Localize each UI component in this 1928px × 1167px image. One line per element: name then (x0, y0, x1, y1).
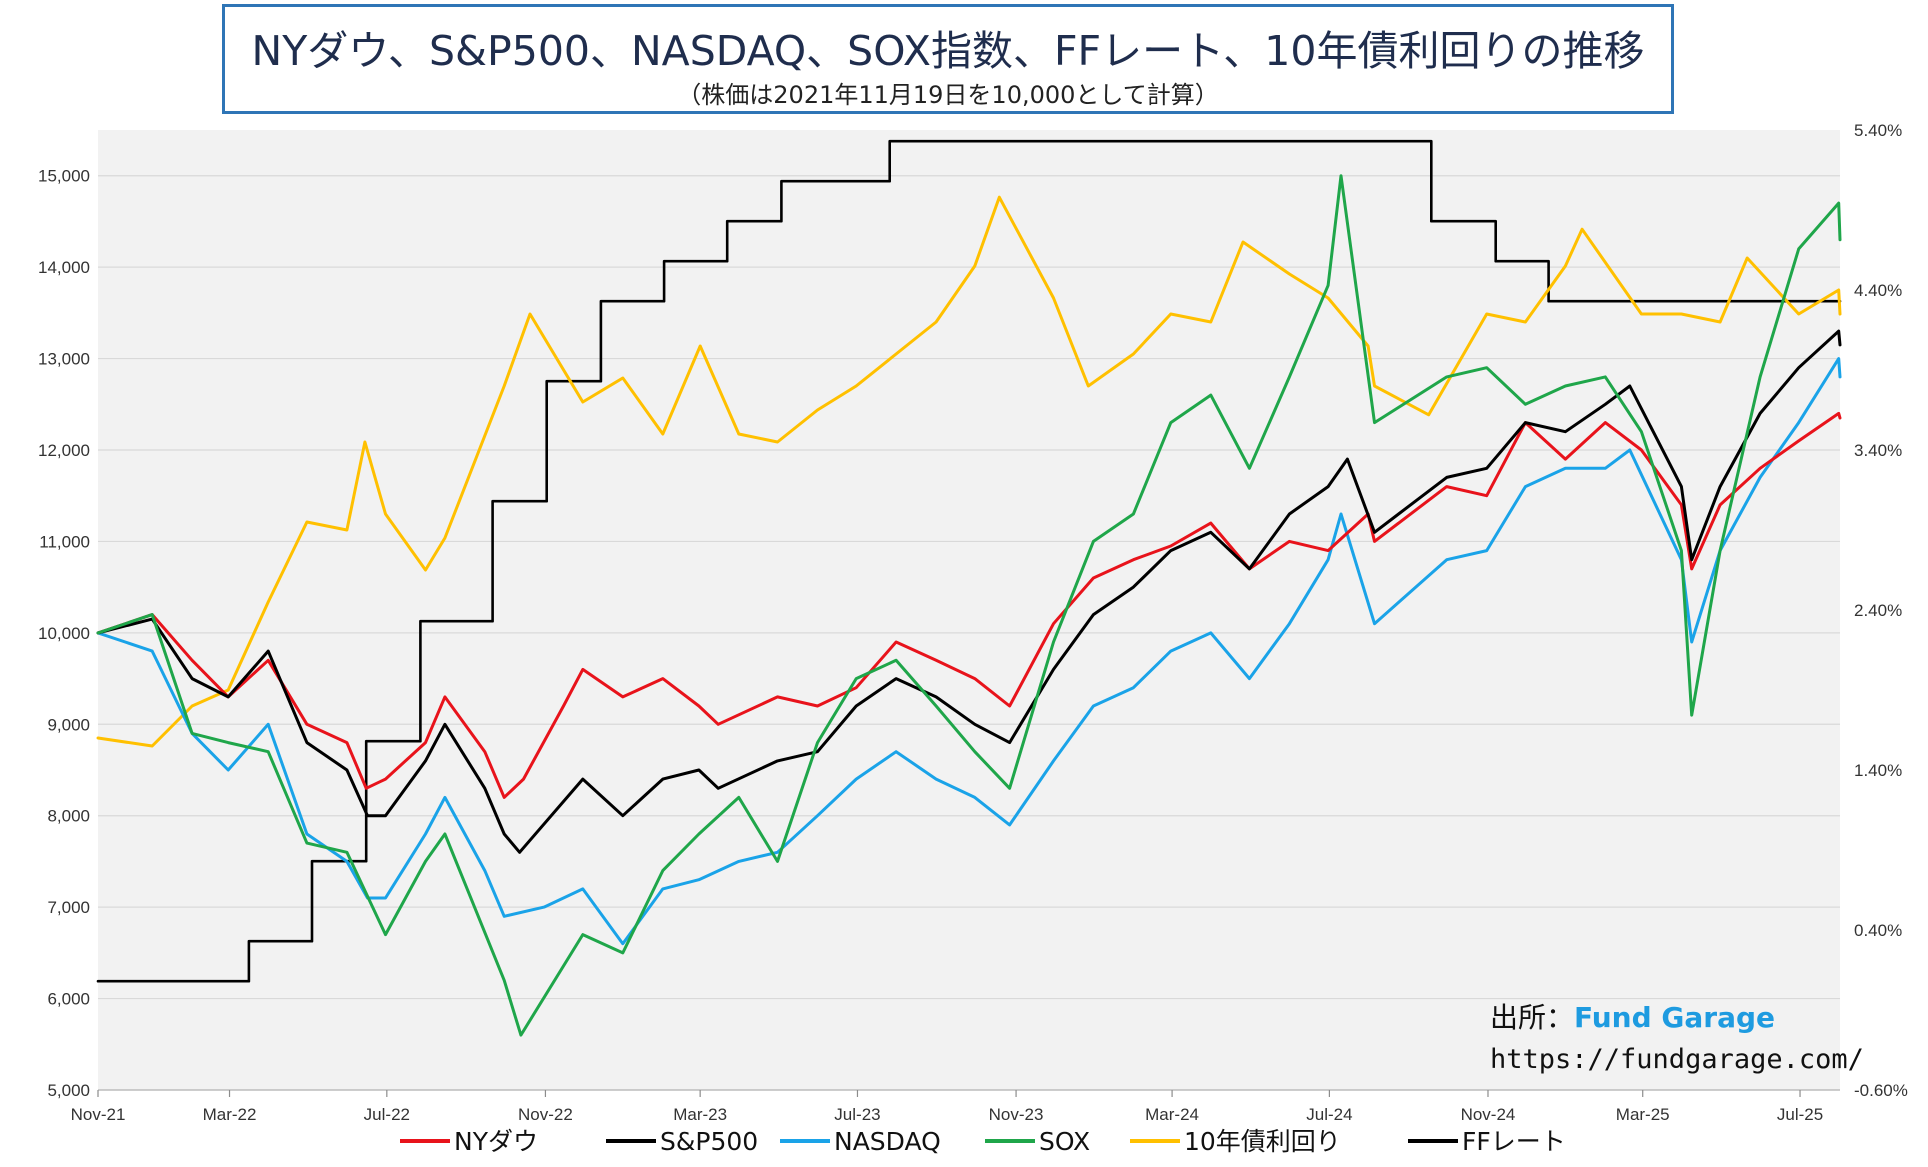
legend-label-nasdaq: NASDAQ (834, 1127, 941, 1156)
series-line-nasdaq (96, 357, 1842, 946)
y-left-tick-label: 10,000 (38, 624, 90, 643)
y-left-tick-label: 15,000 (38, 167, 90, 186)
y-right-tick-label: 5.40% (1854, 121, 1902, 140)
x-tick-label: Jul-23 (834, 1105, 880, 1124)
y-right-tick-label: 2.40% (1854, 601, 1902, 620)
legend-label-sox: SOX (1039, 1127, 1090, 1156)
y-left-tick-label: 12,000 (38, 441, 90, 460)
y-left-tick-label: 5,000 (47, 1081, 90, 1100)
x-tick-label: Nov-22 (518, 1105, 573, 1124)
chart-subtitle: （株価は2021年11月19日を10,000として計算） (677, 81, 1219, 109)
y-left-tick-label: 14,000 (38, 258, 90, 277)
x-tick-label: Jul-22 (364, 1105, 410, 1124)
series-line-ny_dow (96, 411, 1842, 799)
y-right-tick-label: 0.40% (1854, 921, 1902, 940)
series-line-ten_year (96, 195, 1842, 748)
y-left-tick-label: 11,000 (39, 532, 90, 551)
x-tick-label: Nov-21 (71, 1105, 126, 1124)
x-tick-label: Mar-23 (673, 1105, 727, 1124)
series-line-ff_rate (96, 139, 1842, 983)
chart-title-box: NYダウ、S&P500、NASDAQ、SOX指数、FFレート、10年債利回りの推… (222, 4, 1674, 114)
source-name: Fund Garage (1574, 1001, 1776, 1034)
series-line-sox (96, 174, 1842, 1037)
x-tick-label: Jul-24 (1306, 1105, 1352, 1124)
y-left-tick-label: 9,000 (47, 715, 90, 734)
source-url: https://fundgarage.com/ (1490, 1044, 1864, 1075)
series-lines (96, 139, 1842, 1037)
y-left-tick-label: 7,000 (47, 898, 90, 917)
legend-label-ff_rate: FFレート (1462, 1127, 1566, 1156)
x-tick-label: Mar-24 (1145, 1105, 1199, 1124)
chart-title: NYダウ、S&P500、NASDAQ、SOX指数、FFレート、10年債利回りの推… (251, 27, 1645, 75)
legend-label-sp500: S&P500 (660, 1127, 758, 1156)
x-tick-label: Jul-25 (1777, 1105, 1823, 1124)
legend-label-ten_year: 10年債利回り (1184, 1127, 1341, 1156)
y-right-tick-label: 4.40% (1854, 281, 1902, 300)
series-line-sp500 (96, 329, 1842, 854)
legend-label-ny_dow: NYダウ (454, 1127, 538, 1156)
x-tick-label: Mar-25 (1616, 1105, 1670, 1124)
y-left-tick-label: 6,000 (47, 990, 90, 1009)
y-right-tick-label: 3.40% (1854, 441, 1902, 460)
y-left-tick-label: 13,000 (38, 350, 90, 369)
x-tick-label: Nov-24 (1461, 1105, 1516, 1124)
x-tick-label: Mar-22 (203, 1105, 257, 1124)
x-tick-label: Nov-23 (989, 1105, 1044, 1124)
y-right-tick-label: 1.40% (1854, 761, 1902, 780)
source-credit: 出所：Fund Garage (1490, 996, 1775, 1036)
source-label: 出所： (1490, 1001, 1575, 1034)
y-left-tick-label: 8,000 (47, 807, 90, 826)
y-right-tick-label: -0.60% (1854, 1081, 1908, 1100)
axes: 5,000 6,000 7,000 8,000 9,000 10,000 11,000 12,… (38, 121, 1908, 1124)
legend: NYダウ S&P500 NASDAQ SOX 10年債利回り FFレート (400, 1127, 1566, 1156)
